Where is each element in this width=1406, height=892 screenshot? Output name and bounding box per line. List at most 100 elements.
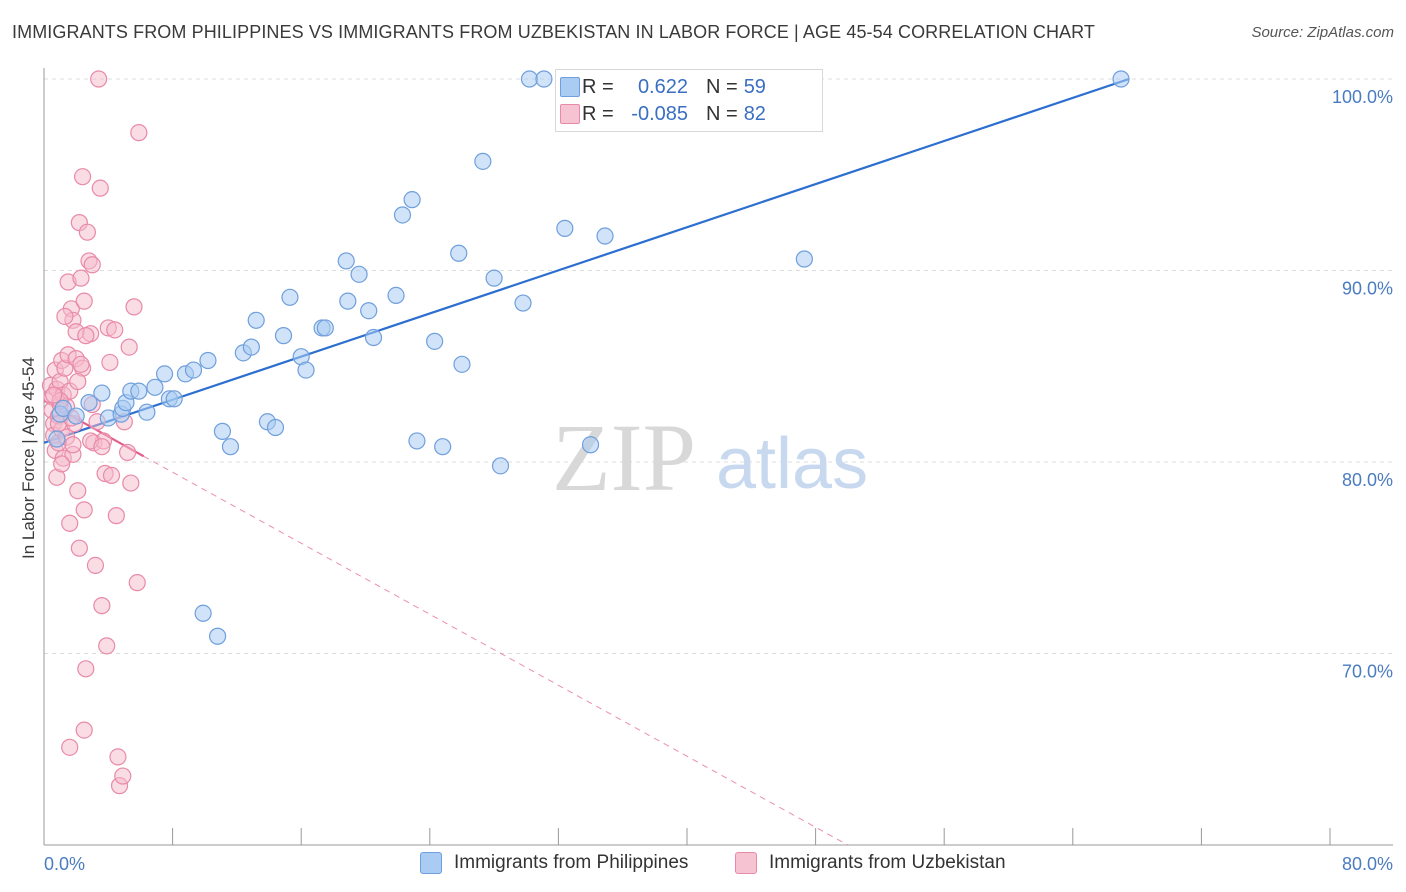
data-point-uzbekistan [93, 438, 111, 456]
data-point-philippines [242, 338, 260, 356]
data-point-philippines [360, 302, 378, 320]
data-point-philippines [48, 430, 66, 448]
data-point-uzbekistan [72, 269, 90, 287]
legend-label-uzbekistan: Immigrants from Uzbekistan [769, 852, 1006, 873]
series-legend: Immigrants from Philippines Immigrants f… [0, 852, 1406, 878]
data-point-uzbekistan [69, 482, 87, 500]
data-point-philippines [535, 70, 553, 88]
data-point-philippines [247, 311, 265, 329]
data-point-uzbekistan [98, 637, 116, 655]
data-point-philippines [337, 252, 355, 270]
data-point-philippines [155, 365, 174, 383]
data-point-philippines [596, 227, 614, 245]
data-point-philippines [316, 319, 334, 337]
data-point-philippines [364, 328, 383, 347]
data-point-uzbekistan [45, 386, 63, 404]
y-tick-label: 80.0% [1342, 470, 1393, 490]
legend-row-uzbekistan: R = -0.085 N = 82 [560, 101, 766, 127]
watermark: ZIP atlas [552, 404, 868, 511]
data-point-philippines [339, 292, 357, 310]
data-point-uzbekistan [72, 355, 90, 373]
data-point-uzbekistan [122, 474, 140, 492]
data-point-uzbekistan [130, 124, 148, 142]
data-point-philippines [453, 355, 471, 373]
x-tick-max: 80.0% [1342, 854, 1393, 874]
trendline-philippines [43, 77, 1130, 444]
y-tick-label: 100.0% [1332, 87, 1393, 107]
data-point-uzbekistan [93, 597, 111, 615]
data-point-philippines [266, 418, 285, 437]
legend-n-value: 82 [743, 102, 766, 125]
data-point-philippines [434, 438, 452, 456]
data-point-philippines [485, 269, 503, 287]
data-point-uzbekistan [75, 501, 93, 519]
data-point-philippines [54, 399, 72, 417]
legend-r-label: R = [582, 102, 614, 125]
data-point-uzbekistan [77, 660, 95, 678]
trendline-uzbekistan-extension [143, 455, 848, 846]
data-point-philippines [194, 604, 212, 622]
source-label: Source: ZipAtlas.com [1251, 24, 1394, 41]
data-point-uzbekistan [90, 70, 108, 88]
data-point-uzbekistan [77, 327, 95, 345]
data-point-philippines [520, 70, 539, 88]
data-point-philippines [209, 627, 227, 645]
data-point-philippines [199, 351, 217, 370]
data-point-philippines [93, 384, 111, 402]
data-point-uzbekistan [83, 256, 101, 274]
data-point-philippines [80, 394, 98, 412]
legend-label-philippines: Immigrants from Philippines [454, 852, 689, 873]
data-point-uzbekistan [86, 556, 105, 575]
data-point-uzbekistan [61, 514, 79, 532]
data-point-uzbekistan [56, 307, 74, 326]
data-point-philippines [1112, 70, 1130, 88]
data-point-uzbekistan [125, 298, 143, 316]
data-point-philippines [556, 219, 574, 237]
watermark-zip: ZIP [552, 404, 696, 511]
data-point-philippines [491, 457, 510, 475]
series-philippines-points [48, 70, 1130, 645]
legend-r-label: R = [582, 75, 614, 98]
data-point-philippines [581, 436, 600, 454]
data-point-uzbekistan [61, 738, 79, 756]
y-tick-labels: 70.0% 80.0% 90.0% 100.0% [1332, 87, 1393, 682]
data-point-philippines [426, 332, 444, 350]
data-point-philippines [184, 361, 203, 379]
legend-item-uzbekistan: Immigrants from Uzbekistan [735, 852, 1006, 874]
data-point-philippines [146, 378, 164, 396]
data-point-uzbekistan [53, 455, 71, 473]
data-point-philippines [274, 327, 293, 345]
legend-swatch-philippines [420, 852, 442, 874]
data-point-uzbekistan [114, 767, 132, 785]
data-point-uzbekistan [101, 353, 119, 372]
data-point-philippines [408, 432, 426, 450]
data-point-uzbekistan [109, 748, 127, 766]
data-point-uzbekistan [102, 466, 121, 485]
data-point-philippines [474, 152, 492, 170]
data-point-philippines [450, 244, 468, 262]
y-tick-label: 70.0% [1342, 662, 1393, 682]
data-point-philippines [514, 294, 532, 312]
data-point-philippines [297, 361, 315, 379]
data-point-philippines [393, 206, 412, 224]
legend-n-value: 59 [743, 75, 766, 98]
data-point-philippines [213, 422, 232, 440]
legend-item-philippines: Immigrants from Philippines [420, 852, 688, 874]
y-tick-label: 90.0% [1342, 279, 1393, 299]
legend-r-value: -0.085 [631, 102, 688, 125]
data-point-uzbekistan [120, 338, 138, 356]
data-point-philippines [281, 288, 299, 306]
data-point-uzbekistan [69, 372, 87, 391]
legend-swatch-uzbekistan [735, 852, 757, 874]
axes [43, 68, 1393, 846]
legend-n-label: N = [706, 75, 738, 98]
data-point-philippines [130, 382, 148, 400]
x-tick-min: 0.0% [44, 854, 85, 874]
data-point-uzbekistan [107, 507, 125, 525]
data-point-philippines [138, 403, 156, 421]
y-axis-label: In Labor Force | Age 45-54 [19, 357, 38, 559]
data-point-philippines [403, 191, 421, 209]
data-point-uzbekistan [75, 721, 93, 739]
data-point-philippines [795, 250, 813, 268]
